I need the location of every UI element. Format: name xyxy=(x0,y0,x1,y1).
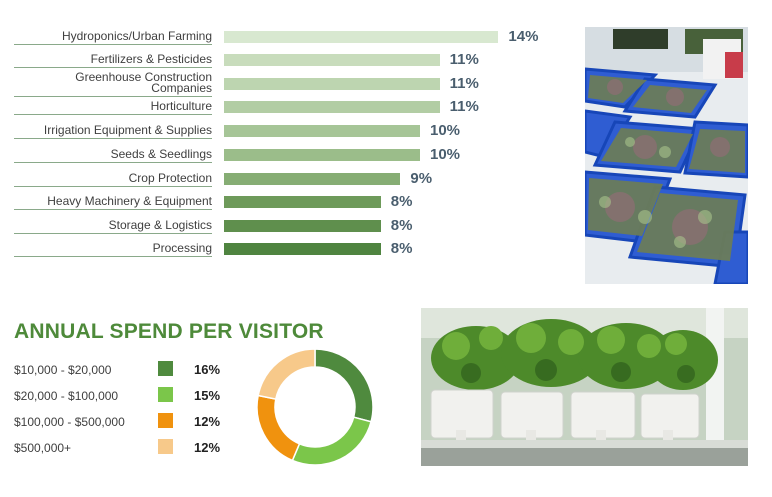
category-label: Greenhouse Construction Companies xyxy=(14,70,212,97)
bar xyxy=(224,243,381,255)
category-label: Horticulture xyxy=(14,99,212,115)
donut-slice xyxy=(314,348,374,423)
kale-hydroponics-photo xyxy=(421,308,748,466)
legend-swatch xyxy=(158,387,173,402)
spend-legend-row: $10,000 - $20,000 16% xyxy=(14,361,234,379)
category-label: Seeds & Seedlings xyxy=(14,147,212,163)
category-label-line: Hydroponics/Urban Farming xyxy=(61,29,212,43)
bar xyxy=(224,149,420,161)
category-label-line: Irrigation Equipment & Supplies xyxy=(43,123,212,137)
industry-bar-chart: Hydroponics/Urban Farming 14% Fertilizers … xyxy=(0,0,570,290)
donut-slice xyxy=(256,394,301,462)
category-label-line: Crop Protection xyxy=(128,171,212,185)
bar-value-label: 9% xyxy=(410,170,433,187)
spend-donut-chart xyxy=(256,348,374,466)
category-label: Irrigation Equipment & Supplies xyxy=(14,123,212,139)
spend-range-label: $100,000 - $500,000 xyxy=(14,415,125,429)
bar-value-label: 14% xyxy=(508,28,539,45)
spend-percent-label: 12% xyxy=(194,414,221,429)
category-label: Fertilizers & Pesticides xyxy=(14,52,212,68)
bar xyxy=(224,54,440,66)
spend-percent-label: 16% xyxy=(194,362,221,377)
bar-value-label: 11% xyxy=(449,98,479,115)
bar-value-label: 8% xyxy=(390,217,413,234)
bar-value-label: 11% xyxy=(449,51,479,68)
donut-slice xyxy=(257,348,316,400)
category-label-line: Storage & Logistics xyxy=(108,218,212,232)
spend-range-label: $500,000+ xyxy=(14,441,72,455)
spend-percent-label: 12% xyxy=(194,440,221,455)
legend-swatch xyxy=(158,413,173,428)
bar xyxy=(224,220,381,232)
bar-value-label: 10% xyxy=(430,122,461,139)
bar-value-label: 10% xyxy=(430,146,461,163)
category-label: Hydroponics/Urban Farming xyxy=(14,29,212,45)
category-label: Processing xyxy=(14,241,212,257)
spend-legend-row: $500,000+ 12% xyxy=(14,439,234,457)
donut-slice xyxy=(291,416,373,466)
category-label-line: Seeds & Seedlings xyxy=(110,147,212,161)
bar-value-label: 8% xyxy=(390,193,413,210)
spend-range-label: $10,000 - $20,000 xyxy=(14,363,112,377)
category-label-line: Fertilizers & Pesticides xyxy=(90,52,212,66)
spend-percent-label: 15% xyxy=(194,388,221,403)
microgreens-photo xyxy=(585,27,748,284)
legend-swatch xyxy=(158,439,173,454)
category-label: Crop Protection xyxy=(14,171,212,187)
bar-value-label: 11% xyxy=(449,75,479,92)
category-label: Storage & Logistics xyxy=(14,218,212,234)
category-label-line: Companies xyxy=(151,81,212,95)
category-label-line: Processing xyxy=(152,241,212,255)
bar-value-label: 8% xyxy=(390,240,413,257)
category-label: Heavy Machinery & Equipment xyxy=(14,194,212,210)
category-label-line: Greenhouse Construction xyxy=(75,70,212,84)
spend-legend-row: $100,000 - $500,000 12% xyxy=(14,413,234,431)
bar xyxy=(224,78,440,90)
spend-section-title: ANNUAL SPEND PER VISITOR xyxy=(14,320,324,343)
bar xyxy=(224,196,381,208)
spend-legend-row: $20,000 - $100,000 15% xyxy=(14,387,234,405)
category-label-line: Heavy Machinery & Equipment xyxy=(47,194,212,208)
bar xyxy=(224,173,401,185)
bar xyxy=(224,101,440,113)
legend-swatch xyxy=(158,361,173,376)
category-label-line: Horticulture xyxy=(150,99,212,113)
spend-range-label: $20,000 - $100,000 xyxy=(14,389,119,403)
bar xyxy=(224,125,420,137)
bar xyxy=(224,31,499,43)
